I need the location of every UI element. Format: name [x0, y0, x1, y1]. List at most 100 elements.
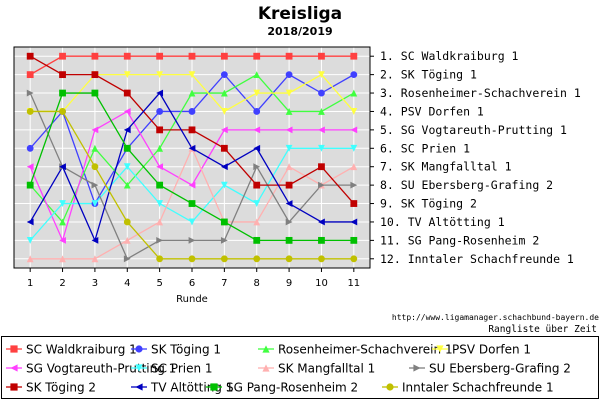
series-2-sk-toeging-1-point-5	[156, 108, 164, 115]
series-9-sk-toeging-2-point-1	[26, 52, 34, 60]
series-3-rosenheimer-schachverein-1-point-5	[156, 144, 164, 152]
series-3-rosenheimer-schachverein-1-point-4	[123, 181, 131, 189]
legend-label: SC Waldkraiburg 1	[26, 343, 137, 357]
legend-marker	[135, 345, 143, 353]
series-3-rosenheimer-schachverein-1-point-9	[285, 108, 293, 115]
legend-marker	[135, 364, 143, 372]
series-9-sk-toeging-2-point-3	[91, 71, 99, 79]
series-11-sg-pang-rosenheim-2-point-1	[26, 181, 34, 189]
legend-marker	[135, 383, 143, 391]
marker-layer	[26, 52, 358, 263]
legend-marker	[10, 364, 18, 372]
series-2-sk-toeging-1-point-11	[350, 71, 358, 79]
rank-label-1: 1. SC Waldkraiburg 1	[380, 49, 519, 63]
series-6-sc-prien-1-point-6	[188, 218, 196, 226]
legend-label: Rosenheimer-Schachverein 1	[278, 343, 453, 357]
series-6-sc-prien-1-point-11	[350, 144, 358, 152]
series-9-sk-toeging-2-point-5	[156, 126, 164, 134]
series-8-su-ebersberg-grafing-2-point-10	[318, 181, 325, 189]
series-6-sc-prien-1-point-1	[26, 236, 34, 244]
series-1-sc-waldkraiburg-1-point-9	[285, 52, 293, 60]
series-3-rosenheimer-schachverein-1-point-11	[350, 89, 358, 97]
series-12-inntaler-schachfreunde-1-point-1	[26, 108, 34, 115]
legend-label: Inntaler Schachfreunde 1	[402, 381, 554, 395]
series-10-tv-altoetting-1-point-6	[188, 144, 196, 152]
series-7-sk-mangfalltal-1-point-1	[26, 255, 34, 263]
series-6-sc-prien-1-point-4	[123, 163, 131, 171]
rank-label-5: 5. SG Vogtareuth-Prutting 1	[380, 123, 567, 137]
series-5-sg-vogtareuth-prutting-1-point-10	[318, 126, 325, 134]
series-5-sg-vogtareuth-prutting-1-point-6	[188, 181, 196, 189]
legend-item-series-12-inntaler-schachfreunde-1: Inntaler Schachfreunde 1	[382, 381, 554, 395]
series-12-inntaler-schachfreunde-1-point-11	[350, 255, 358, 263]
series-9-sk-toeging-2-point-8	[253, 181, 261, 189]
series-1-sc-waldkraiburg-1-point-1	[26, 71, 34, 79]
series-1-sc-waldkraiburg-1-point-6	[188, 52, 196, 60]
series-2-sk-toeging-1-point-6	[188, 108, 196, 115]
legend-item-series-2-sk-toeging-1: SK Töging 1	[131, 343, 221, 357]
series-8-su-ebersberg-grafing-2-point-6	[188, 236, 196, 244]
series-5-sg-vogtareuth-prutting-1-point-11	[350, 126, 358, 134]
series-11-sg-pang-rosenheim-2-point-8	[253, 236, 261, 244]
series-11-sg-pang-rosenheim-2-point-5	[156, 181, 164, 189]
series-4-psv-dorfen-1-point-6	[188, 71, 196, 79]
legend-marker	[386, 383, 394, 391]
rank-label-4: 4. PSV Dorfen 1	[380, 104, 484, 118]
rank-label-3: 3. Rosenheimer-Schachverein 1	[380, 86, 581, 100]
series-2-sk-toeging-1-point-8	[253, 108, 261, 115]
series-10-tv-altoetting-1-point-11	[350, 218, 358, 226]
rank-label-7: 7. SK Mangfalltal 1	[380, 160, 512, 174]
legend-marker	[262, 345, 270, 353]
series-8-su-ebersberg-grafing-2-point-4	[123, 255, 131, 263]
x-tick-label: 1	[27, 278, 33, 289]
legend-label: SK Töging 2	[26, 381, 96, 395]
series-6-sc-prien-1-point-2	[59, 200, 66, 207]
series-3-rosenheimer-schachverein-1-point-3	[91, 144, 99, 152]
series-5-sg-vogtareuth-prutting-1-point-5	[156, 163, 164, 171]
series-2-sk-toeging-1-point-10	[318, 89, 325, 97]
legend-label: SK Töging 1	[151, 343, 221, 357]
chart-subtitle: 2018/2019	[267, 25, 332, 38]
series-7-sk-mangfalltal-1-point-5	[156, 218, 164, 226]
series-11-sg-pang-rosenheim-2-point-11	[350, 236, 358, 244]
series-4-psv-dorfen-1-point-8	[253, 89, 261, 97]
series-9-sk-toeging-2-point-2	[59, 71, 66, 79]
legend-marker	[210, 383, 218, 391]
series-8-su-ebersberg-grafing-2-point-11	[350, 181, 358, 189]
series-9-sk-toeging-2-point-7	[220, 144, 228, 152]
series-10-tv-altoetting-1-point-9	[285, 200, 293, 207]
x-axis-label: Runde	[176, 294, 208, 305]
series-7-sk-mangfalltal-1-point-4	[123, 236, 131, 244]
series-6-sc-prien-1-point-3	[91, 200, 99, 207]
legend-label: SC Prien 1	[151, 362, 213, 376]
series-5-sg-vogtareuth-prutting-1-point-1	[26, 163, 34, 171]
series-7-sk-mangfalltal-1-point-2	[59, 255, 66, 263]
series-6-sc-prien-1-point-5	[156, 200, 164, 207]
legend-marker	[10, 345, 18, 353]
x-tick-label: 4	[124, 278, 130, 289]
series-12-inntaler-schachfreunde-1-point-5	[156, 255, 164, 263]
series-5-sg-vogtareuth-prutting-1-point-9	[285, 126, 293, 134]
series-3-rosenheimer-schachverein-1-point-8	[253, 71, 261, 79]
legend-marker	[262, 364, 270, 372]
series-1-sc-waldkraiburg-1-point-7	[220, 52, 228, 60]
series-3-rosenheimer-schachverein-1-point-10	[318, 108, 325, 115]
series-11-sg-pang-rosenheim-2-point-3	[91, 89, 99, 97]
x-tick-label: 7	[221, 278, 227, 289]
legend-box	[1, 336, 599, 399]
source-url: http://www.ligamanager.schachbund-bayern…	[392, 313, 599, 322]
series-1-sc-waldkraiburg-1-point-5	[156, 52, 164, 60]
series-10-tv-altoetting-1-point-3	[91, 236, 99, 244]
legend-marker	[436, 345, 444, 353]
legend-item-series-7-sk-mangfalltal-1: SK Mangfalltal 1	[258, 362, 375, 376]
series-1-sc-waldkraiburg-1-point-11	[350, 52, 358, 60]
series-8-su-ebersberg-grafing-2-point-8	[253, 163, 261, 171]
series-11-sg-pang-rosenheim-2-point-4	[123, 144, 131, 152]
rank-label-2: 2. SK Töging 1	[380, 68, 477, 82]
series-5-sg-vogtareuth-prutting-1-point-4	[123, 108, 131, 115]
series-6-sc-prien-1-point-8	[253, 200, 261, 207]
series-7-sk-mangfalltal-1-point-3	[91, 255, 99, 263]
series-4-psv-dorfen-1-point-7	[220, 108, 228, 115]
